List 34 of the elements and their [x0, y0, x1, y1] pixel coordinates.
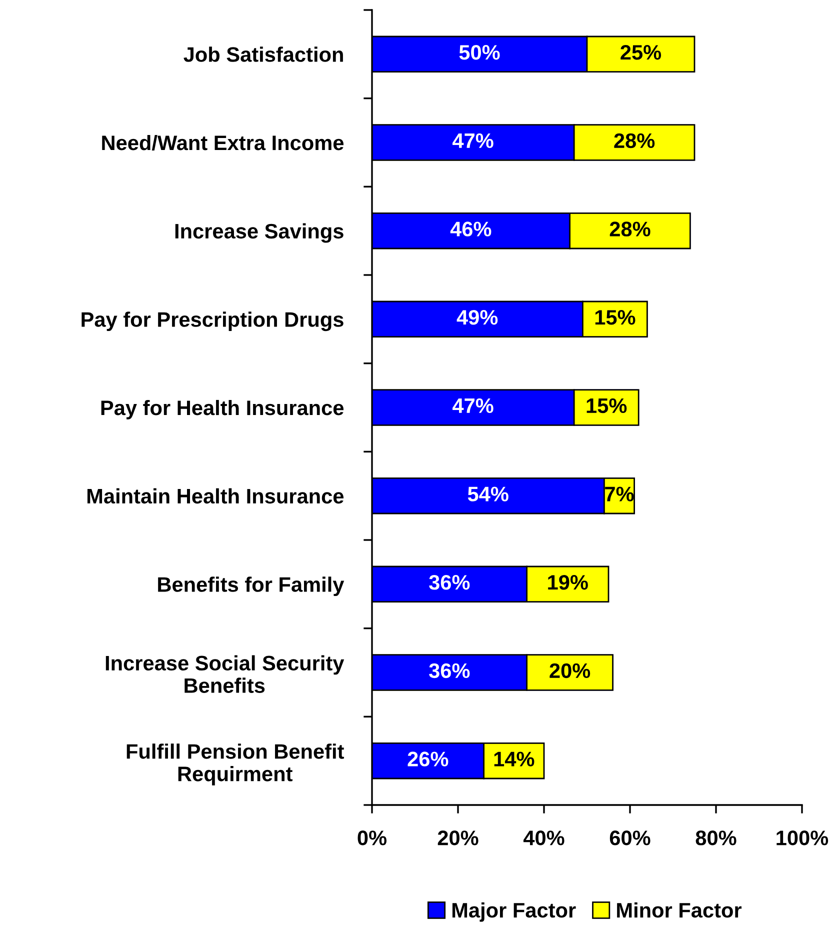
y-tick-label: Increase Social Security Benefits [106, 655, 344, 693]
data-label: 36% [429, 663, 470, 678]
y-tick-label: Fulfill Pension Benefit Requirment [126, 744, 344, 786]
x-tick-label: 40% [523, 830, 564, 846]
x-tick-label: 100% [776, 830, 828, 846]
data-label: 28% [614, 133, 655, 148]
data-label: 15% [595, 310, 636, 325]
y-tick-label: Job Satisfaction [184, 46, 343, 62]
data-label: 54% [468, 486, 508, 502]
data-label: 47% [452, 398, 494, 414]
data-label: 49% [456, 310, 498, 325]
y-tick-label: Benefits for Family [158, 576, 344, 596]
data-label: 25% [620, 45, 662, 60]
data-label: 28% [610, 222, 650, 236]
data-label: 46% [450, 222, 492, 236]
y-tick-label: Maintain Health Insurance [87, 488, 344, 504]
data-label: 14% [494, 752, 534, 766]
data-label: 15% [586, 398, 627, 414]
data-label: 19% [548, 575, 588, 590]
x-tick-label: 0% [358, 830, 387, 846]
y-tick-label: Pay for Prescription Drugs [82, 312, 344, 332]
y-tick-label: Increase Savings [175, 223, 344, 243]
x-tick-label: 60% [610, 830, 650, 846]
x-tick-label: 20% [438, 830, 478, 846]
x-tick-label: 80% [696, 830, 736, 846]
y-tick-label: Pay for Health Insurance [101, 400, 344, 420]
y-tick-label: Need/Want Extra Income [102, 134, 344, 150]
data-label: 20% [550, 663, 590, 678]
data-label: 36% [429, 575, 470, 590]
data-label: 26% [408, 752, 448, 766]
data-label: 50% [459, 45, 500, 60]
legend-label: Minor Factor [617, 902, 742, 918]
data-label: 47% [452, 133, 494, 148]
legend-label: Major Factor [452, 902, 576, 922]
